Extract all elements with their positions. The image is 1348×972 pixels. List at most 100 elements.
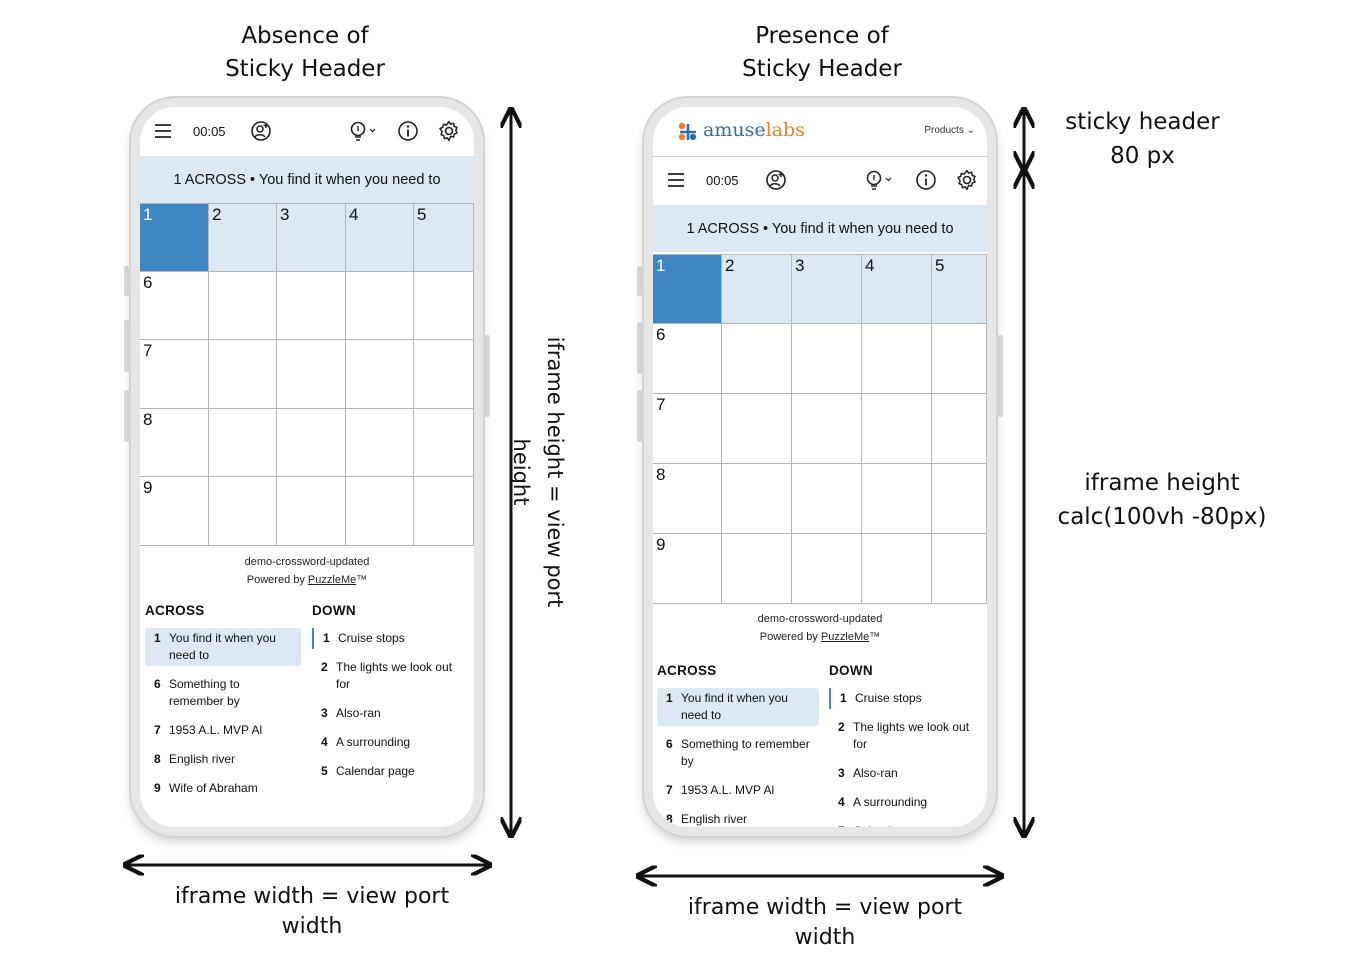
powered-by: Powered by PuzzleMe™ [140, 571, 474, 589]
grid-cell[interactable]: 4 [346, 204, 414, 272]
clue-item[interactable]: 1 Cruise stops [312, 628, 470, 649]
clue-item[interactable]: 2 The lights we look out for [321, 660, 453, 691]
grid-cell[interactable]: 8 [653, 464, 722, 534]
grid-cell[interactable] [277, 272, 346, 340]
right-width-label: iframe width = view port width [687, 895, 963, 950]
clue-item[interactable]: 7 1953 A.L. MVP Al [666, 783, 775, 797]
grid-cell[interactable] [209, 477, 277, 546]
grid-cell[interactable] [862, 464, 932, 534]
left-phone-side-button [124, 266, 129, 296]
clue-item[interactable]: 7 1953 A.L. MVP Al [154, 723, 263, 737]
grid-cell[interactable] [932, 534, 987, 604]
grid-cell[interactable] [722, 464, 792, 534]
down-heading: DOWN [829, 663, 873, 678]
trademark: ™ [356, 574, 368, 586]
grid-cell[interactable] [722, 394, 792, 464]
grid-cell[interactable]: 1 [653, 255, 722, 324]
hint-bulb-icon[interactable] [348, 120, 378, 142]
clue-item[interactable]: 8 English river [154, 752, 236, 766]
products-menu[interactable]: Products ⌄ [924, 125, 975, 136]
grid-cell[interactable] [346, 409, 414, 477]
clue-item[interactable]: 3 Also-ran [321, 706, 381, 720]
grid-cell[interactable] [792, 534, 862, 604]
across-clue-list: ACROSS 1 You find it when you need to 6 So… [657, 663, 819, 827]
grid-cell[interactable] [932, 324, 987, 394]
grid-cell[interactable] [932, 394, 987, 464]
grid-cell[interactable] [209, 340, 277, 409]
crossword-grid: 1 2 3 4 5 6 7 8 9 [653, 254, 987, 605]
clue-item[interactable]: 8 English river [666, 812, 748, 826]
grid-cell[interactable] [862, 324, 932, 394]
left-phone-side-button [124, 390, 129, 442]
grid-cell[interactable]: 5 [414, 204, 474, 272]
clue-bar: 1 ACROSS • You find it when you need to [140, 157, 474, 203]
toolbar: 00:05 [653, 157, 987, 206]
grid-cell[interactable]: 5 [932, 255, 987, 324]
across-clue-list: ACROSS 1 You find it when you need to 6 So… [145, 603, 301, 807]
grid-cell[interactable] [862, 534, 932, 604]
grid-cell[interactable] [722, 534, 792, 604]
grid-cell[interactable] [277, 477, 346, 546]
grid-cell[interactable]: 7 [140, 340, 209, 409]
grid-cell[interactable] [932, 464, 987, 534]
add-user-icon[interactable] [765, 169, 787, 191]
grid-cell[interactable] [792, 464, 862, 534]
grid-cell[interactable] [792, 324, 862, 394]
grid-cell[interactable]: 9 [653, 534, 722, 604]
grid-cell[interactable] [414, 340, 474, 409]
settings-gear-icon[interactable] [438, 120, 460, 142]
grid-cell[interactable] [414, 477, 474, 546]
grid-cell[interactable]: 8 [140, 409, 209, 477]
grid-cell[interactable]: 2 [722, 255, 792, 324]
clue-item[interactable]: 6 Something to remember by [154, 677, 240, 708]
timer: 00:05 [193, 124, 226, 139]
grid-cell[interactable] [346, 477, 414, 546]
clue-item[interactable]: 9 Wife of Abraham [154, 781, 258, 795]
settings-gear-icon[interactable] [956, 169, 978, 191]
grid-cell[interactable] [346, 340, 414, 409]
grid-cell[interactable] [209, 409, 277, 477]
grid-cell[interactable] [209, 272, 277, 340]
grid-cell[interactable]: 4 [862, 255, 932, 324]
clue-item[interactable]: 1 Cruise stops [829, 688, 985, 709]
info-icon[interactable] [915, 169, 937, 191]
grid-cell[interactable] [346, 272, 414, 340]
menu-icon[interactable] [665, 169, 687, 191]
grid-cell[interactable]: 6 [653, 324, 722, 394]
grid-cell[interactable]: 9 [140, 477, 209, 546]
right-phone-side-button [637, 322, 642, 374]
amuselabs-logo-text[interactable]: amuselabs [703, 119, 805, 141]
clue-item[interactable]: 6 Something to remember by [666, 737, 810, 768]
clue-item[interactable]: 2 The lights we look out for [838, 720, 970, 751]
grid-cell[interactable]: 1 [140, 204, 209, 272]
puzzleme-link[interactable]: PuzzleMe [307, 574, 357, 586]
info-icon[interactable] [397, 120, 419, 142]
grid-cell[interactable]: 7 [653, 394, 722, 464]
grid-cell[interactable] [277, 409, 346, 477]
grid-cell[interactable] [277, 340, 346, 409]
crossword-grid: 1 2 3 4 5 6 7 8 9 [140, 203, 474, 548]
hint-bulb-icon[interactable] [864, 169, 894, 191]
grid-cell[interactable] [792, 394, 862, 464]
grid-cell[interactable] [414, 409, 474, 477]
grid-cell[interactable] [862, 394, 932, 464]
toolbar: 00:05 [140, 108, 474, 157]
clue-item[interactable]: 3 Also-ran [838, 766, 898, 780]
clue-item[interactable]: 1 You find it when you need to [657, 688, 819, 726]
grid-cell[interactable]: 3 [792, 255, 862, 324]
grid-cell[interactable]: 2 [209, 204, 277, 272]
grid-cell[interactable] [722, 324, 792, 394]
grid-cell[interactable]: 3 [277, 204, 346, 272]
left-caption: Absence of Sticky Header [225, 23, 385, 82]
right-caption: Presence of Sticky Header [742, 23, 902, 82]
grid-cell[interactable]: 6 [140, 272, 209, 340]
clue-item[interactable]: 1 You find it when you need to [145, 628, 301, 666]
add-user-icon[interactable] [250, 120, 272, 142]
grid-cell[interactable] [414, 272, 474, 340]
puzzleme-link[interactable]: PuzzleMe [820, 631, 870, 643]
menu-icon[interactable] [152, 120, 174, 142]
